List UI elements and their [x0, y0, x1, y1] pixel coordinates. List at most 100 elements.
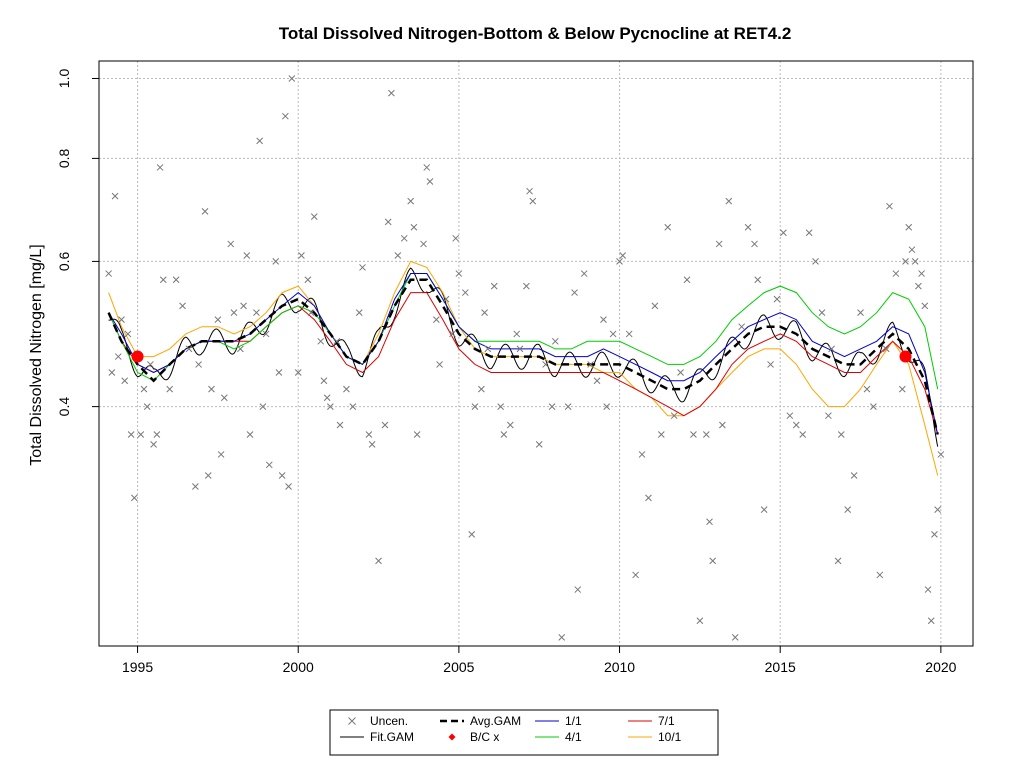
bc-point: [899, 350, 912, 363]
data-point: [670, 412, 678, 420]
data-point: [217, 451, 225, 458]
data-point: [272, 258, 280, 265]
data-point: [828, 345, 835, 353]
data-point: [320, 377, 328, 385]
data-point: [767, 361, 774, 368]
data-point: [166, 385, 174, 393]
data-point: [278, 472, 286, 479]
data-point: [902, 258, 909, 265]
data-point: [921, 302, 929, 310]
data-point: [294, 369, 302, 376]
series-line-4-1: [108, 273, 939, 390]
data-point: [551, 337, 559, 345]
data-point: [208, 385, 215, 393]
data-point: [497, 403, 505, 410]
data-point: [625, 330, 633, 338]
data-point: [481, 309, 488, 317]
data-point: [282, 112, 289, 120]
data-point: [140, 385, 148, 393]
data-point: [593, 377, 601, 385]
data-point: [400, 234, 408, 242]
data-point: [805, 229, 813, 237]
data-point: [304, 276, 312, 284]
legend-label: 4/1: [565, 730, 582, 744]
data-point: [118, 316, 125, 323]
data-point: [121, 377, 129, 385]
data-point: [915, 282, 922, 290]
x-tick-label: 1995: [122, 659, 153, 675]
data-point: [201, 208, 209, 215]
legend-symbol-bc: [448, 733, 456, 741]
data-point: [159, 276, 167, 284]
data-point: [137, 431, 145, 438]
legend: Uncen. Avg.GAM 1/1 7/1 Fit.GAM B/C x 4/1 10/1: [329, 709, 719, 756]
data-point: [526, 187, 533, 195]
chart-title: Total Dissolved Nitrogen-Bottom & Below …: [279, 24, 792, 43]
data-point: [153, 431, 161, 438]
data-point: [513, 330, 521, 338]
data-point: [323, 394, 331, 402]
data-point: [436, 361, 443, 368]
y-tick-label: 0.4: [56, 397, 72, 417]
data-point: [124, 330, 132, 338]
data-point: [706, 518, 713, 526]
data-point: [490, 282, 498, 290]
legend-label: Avg.GAM: [470, 714, 521, 728]
data-point: [564, 403, 572, 410]
data-point: [931, 530, 938, 538]
data-point: [645, 494, 652, 502]
data-point: [632, 571, 639, 579]
data-point: [214, 316, 222, 323]
series-line-7-1: [108, 292, 939, 435]
data-point: [256, 137, 264, 145]
x-tick-label: 2020: [925, 659, 956, 675]
data-point: [192, 483, 199, 490]
data-point: [179, 302, 186, 310]
data-point: [937, 451, 945, 458]
bc-point: [131, 350, 144, 363]
data-point: [542, 361, 549, 368]
data-point: [172, 276, 180, 284]
fit-gam-line: [108, 267, 939, 447]
data-point: [535, 440, 543, 448]
data-point: [882, 345, 890, 353]
data-point: [905, 223, 913, 231]
legend-label: 7/1: [658, 714, 675, 728]
data-point: [927, 617, 935, 625]
data-point: [709, 557, 717, 565]
data-point: [317, 337, 325, 345]
data-point: [394, 252, 402, 259]
data-point: [114, 353, 122, 360]
data-point: [690, 431, 697, 438]
data-point: [452, 234, 460, 242]
legend-label: 10/1: [658, 730, 682, 744]
data-point: [143, 403, 151, 410]
data-point: [754, 276, 762, 284]
data-point: [548, 403, 556, 410]
data-point: [471, 403, 479, 410]
data-point: [863, 385, 871, 393]
data-point: [934, 506, 942, 513]
bc-points: [131, 350, 912, 363]
data-point: [799, 431, 807, 438]
data-point: [195, 361, 202, 368]
data-point: [336, 421, 344, 429]
data-point: [147, 361, 154, 368]
x-tick-label: 2005: [443, 659, 474, 675]
data-point: [227, 240, 235, 248]
data-point: [924, 586, 932, 593]
data-point: [587, 361, 594, 368]
data-point: [150, 440, 157, 448]
data-point: [918, 270, 925, 277]
data-point: [381, 421, 389, 429]
data-point: [426, 178, 434, 185]
data-point: [558, 634, 566, 641]
data-point: [111, 192, 119, 200]
data-point: [230, 309, 238, 317]
data-point: [384, 218, 392, 226]
avg-gam-line: [107, 278, 939, 435]
data-point: [715, 240, 723, 248]
data-point: [760, 506, 768, 513]
data-point: [433, 316, 440, 323]
